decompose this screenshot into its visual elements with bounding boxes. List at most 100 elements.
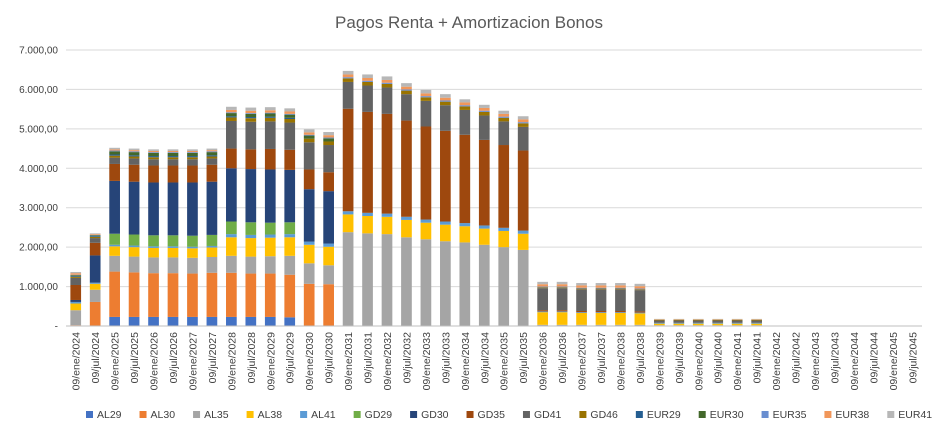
bar-segment-gd41	[128, 158, 140, 165]
bar-segment-eur38	[206, 150, 218, 152]
bar-segment-eur41	[381, 76, 393, 80]
x-tick-label: 09/ene/2044	[849, 332, 861, 391]
bar-segment-eur38	[615, 285, 626, 288]
bar-segment-gd30	[226, 168, 237, 222]
bar-segment-gd46	[128, 156, 140, 159]
bar-segment-gd46	[478, 111, 490, 116]
bar-segment-eur29	[167, 156, 179, 158]
bar-segment-al41	[420, 219, 432, 223]
bar-segment-gd41	[284, 122, 296, 150]
x-tick-label: 09/jul/2045	[907, 332, 919, 384]
bar-segment-gd35	[440, 130, 451, 222]
bar-segment-eur35	[381, 82, 393, 84]
bar-segment-al41	[576, 312, 587, 313]
bar-segment-gd46	[556, 287, 568, 289]
bar-segment-al30	[148, 273, 159, 317]
bar-segment-eur38	[109, 149, 120, 151]
bar-segment-gd41	[420, 100, 432, 127]
bar-segment-al35	[517, 249, 529, 326]
bar-segment-al35	[128, 256, 140, 273]
bar-segment-eur35	[595, 287, 607, 289]
bar-segment-eur35	[342, 77, 354, 79]
x-tick-label: 09/jul/2041	[752, 332, 764, 384]
bar-segment-eur30	[206, 152, 218, 156]
x-tick-label: 09/ene/2028	[226, 332, 238, 391]
bar-segment-gd35	[362, 111, 373, 213]
bar-segment-gd46	[89, 236, 101, 239]
bar-segment-al30	[167, 273, 179, 317]
bar-segment-al38	[167, 247, 179, 258]
bar-segment-al35	[537, 324, 548, 326]
bar-segment-al38	[576, 312, 587, 325]
bar-segment-eur30	[148, 152, 159, 157]
bar-segment-gd41	[478, 115, 490, 140]
bar-segment-al41	[109, 244, 120, 247]
bar-segment-gd41	[576, 289, 587, 312]
x-tick-label: 09/jul/2039	[674, 332, 686, 384]
bar-segment-gd35	[148, 165, 159, 183]
bar-segment-gd46	[692, 319, 704, 321]
bar-segment-gd46	[226, 117, 237, 121]
bar-segment-al35	[70, 310, 82, 326]
x-tick-label: 09/ene/2036	[538, 332, 550, 391]
bar-segment-gd35	[381, 113, 393, 214]
bar-segment-gd41	[362, 85, 373, 112]
bar-segment-al41	[323, 243, 334, 247]
bar-segment-gd35	[323, 172, 334, 192]
legend-swatch	[193, 411, 201, 418]
x-tick-label: 09/ene/2026	[149, 332, 161, 391]
bar-segment-eur35	[362, 80, 373, 82]
bar-segment-al41	[303, 241, 315, 245]
legend-item-eur41: EUR41	[887, 409, 932, 421]
bar-segment-al38	[226, 237, 237, 256]
x-tick-label: 09/ene/2043	[810, 332, 822, 391]
bar-segment-eur30	[226, 113, 237, 117]
bar-segment-gd41	[556, 288, 568, 311]
legend-swatch	[761, 411, 769, 418]
bar-segment-gd41	[440, 105, 451, 131]
bar-segment-al38	[401, 219, 412, 238]
bar-segment-eur41	[70, 271, 82, 274]
bar-segment-al29	[284, 317, 296, 326]
bar-segment-al35	[576, 324, 587, 326]
bar-segment-gd46	[401, 90, 412, 95]
bar-segment-gd46	[148, 157, 159, 160]
bar-segment-al35	[498, 247, 510, 326]
legend-label: EUR41	[898, 409, 932, 421]
bar-segment-al35	[459, 242, 471, 326]
bar-segment-al38	[284, 237, 296, 256]
legend-item-eur29: EUR29	[635, 409, 681, 421]
x-tick-label: 09/ene/2045	[888, 332, 900, 391]
bar-segment-gd30	[167, 182, 179, 236]
y-tick-label: 6.000,00	[19, 85, 58, 96]
bar-segment-gd29	[109, 233, 120, 245]
bar-segment-al35	[148, 257, 159, 274]
bar-segment-eur41	[89, 233, 101, 235]
bar-segment-eur29	[89, 236, 101, 237]
bar-segment-al35	[401, 237, 412, 326]
legend-label: AL35	[204, 409, 229, 421]
bar-segment-al38	[342, 214, 354, 233]
x-tick-label: 09/jul/2034	[479, 332, 491, 384]
bar-segment-eur35	[420, 96, 432, 98]
bar-segment-gd29	[128, 234, 140, 246]
bar-segment-eur41	[459, 99, 471, 103]
bar-segment-al41	[284, 234, 296, 238]
bar-segment-eur41	[401, 83, 412, 87]
bar-segment-gd35	[226, 148, 237, 169]
bar-segment-gd46	[634, 289, 646, 291]
bar-segment-al41	[167, 246, 179, 248]
bar-segment-eur29	[264, 116, 276, 118]
bar-segment-al35	[284, 255, 296, 275]
bar-segment-eur35	[556, 286, 568, 288]
bar-segment-eur41	[264, 107, 276, 111]
bar-segment-al38	[89, 283, 101, 290]
bar-segment-eur41	[556, 281, 568, 285]
x-tick-label: 09/ene/2031	[343, 332, 355, 391]
bar-segment-gd30	[109, 180, 120, 234]
bar-segment-al38	[556, 312, 568, 325]
y-tick-label: 3.000,00	[19, 203, 58, 214]
bar-segment-al35	[226, 255, 237, 273]
bar-segment-eur38	[440, 97, 451, 101]
bar-segment-al41	[595, 312, 607, 313]
